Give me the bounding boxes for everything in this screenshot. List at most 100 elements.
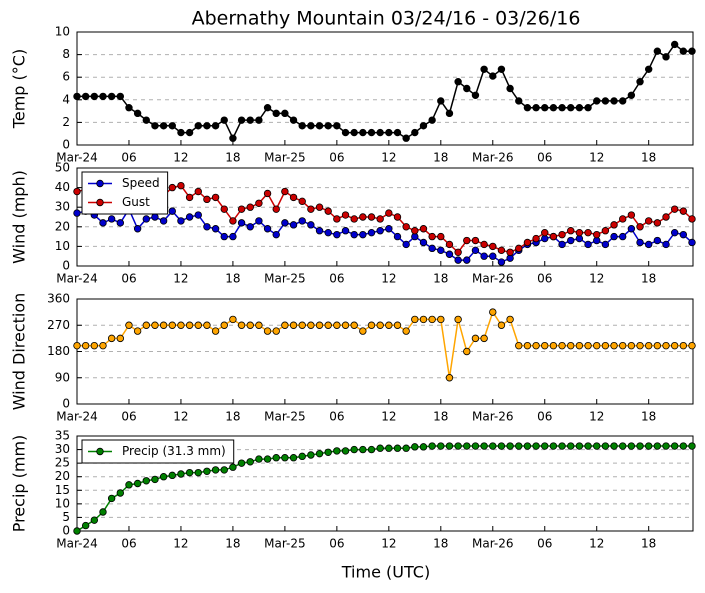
data-point: [567, 442, 575, 450]
data-point: [341, 211, 350, 219]
data-point: [419, 122, 428, 130]
x-tick-label: 06: [121, 151, 136, 165]
data-point: [116, 219, 125, 227]
legend-box: [81, 171, 169, 215]
data-point: [549, 341, 558, 350]
data-point: [359, 230, 367, 239]
data-point: [523, 238, 532, 247]
data-point: [670, 228, 679, 237]
data-point: [177, 217, 185, 225]
data-point: [194, 211, 202, 219]
data-point: [619, 442, 627, 450]
data-point: [489, 252, 497, 260]
data-point: [411, 227, 419, 235]
data-point: [480, 252, 488, 260]
data-point: [194, 187, 202, 196]
data-point: [558, 442, 566, 450]
data-point: [402, 134, 410, 142]
data-point: [489, 242, 497, 251]
data-point: [203, 467, 211, 475]
data-point: [281, 109, 289, 118]
data-point: [437, 232, 445, 241]
data-point: [541, 228, 549, 237]
data-point: [541, 341, 549, 350]
data-point: [177, 128, 185, 137]
data-point: [307, 321, 315, 329]
data-point: [454, 248, 462, 256]
data-point: [419, 238, 428, 247]
legend: Precip (31.3 mm): [81, 439, 235, 464]
data-point: [385, 128, 393, 137]
data-point: [359, 213, 367, 221]
data-point: [341, 321, 350, 329]
x-tick-label: 18: [225, 410, 240, 424]
data-point: [454, 315, 462, 324]
data-point: [73, 187, 81, 196]
data-point: [463, 256, 471, 264]
x-tick-label: Mar-24: [56, 410, 97, 424]
x-tick-label: 18: [641, 537, 656, 551]
y-tick-label: 270: [47, 318, 70, 332]
data-point: [333, 122, 341, 130]
data-point: [558, 341, 566, 350]
x-tick-label: 12: [589, 537, 604, 551]
data-point: [558, 104, 566, 112]
data-point: [99, 508, 107, 516]
x-tick-label: Mar-25: [264, 151, 305, 165]
data-point: [90, 516, 99, 524]
data-point: [298, 321, 306, 329]
data-point: [307, 451, 315, 459]
data-point: [428, 244, 436, 253]
data-point: [670, 442, 679, 450]
x-tick-label: 12: [381, 151, 396, 165]
x-tick-label: Mar-24: [56, 537, 97, 551]
data-point: [177, 470, 185, 478]
data-point: [151, 122, 159, 130]
data-point: [367, 228, 376, 237]
data-point: [679, 341, 688, 350]
data-point: [515, 341, 523, 350]
data-point: [437, 246, 445, 255]
data-point: [341, 128, 350, 137]
data-point: [437, 97, 445, 105]
data-point: [211, 466, 220, 474]
data-point: [194, 321, 202, 329]
data-point: [653, 442, 662, 450]
data-point: [644, 240, 653, 249]
data-point: [670, 205, 679, 213]
data-point: [575, 104, 584, 112]
data-point: [298, 197, 306, 206]
data-point: [350, 321, 358, 329]
data-point: [393, 232, 402, 241]
data-point: [636, 238, 644, 247]
data-point: [662, 213, 670, 221]
data-point: [480, 334, 488, 343]
legend-label: Speed: [122, 176, 160, 190]
legend-marker: [96, 179, 104, 188]
data-point: [272, 230, 280, 239]
data-point: [584, 442, 592, 450]
data-point: [315, 449, 324, 458]
x-tick-label: 06: [121, 537, 136, 551]
data-point: [229, 134, 237, 142]
data-point: [627, 225, 636, 233]
data-point: [644, 217, 653, 225]
data-point: [168, 321, 176, 329]
data-point: [185, 213, 194, 221]
y-tick-label: 10: [55, 239, 70, 253]
data-point: [454, 78, 462, 86]
data-point: [229, 315, 237, 324]
data-point: [644, 341, 653, 350]
legend-box: [81, 439, 235, 464]
data-point: [99, 341, 107, 350]
x-tick-label: 06: [537, 410, 552, 424]
data-point: [679, 207, 688, 215]
data-point: [315, 122, 324, 130]
data-point: [497, 442, 506, 450]
data-point: [90, 92, 99, 101]
data-point: [289, 116, 298, 124]
data-point: [601, 227, 610, 235]
data-point: [463, 347, 471, 356]
data-point: [610, 442, 618, 450]
data-point: [367, 213, 376, 221]
